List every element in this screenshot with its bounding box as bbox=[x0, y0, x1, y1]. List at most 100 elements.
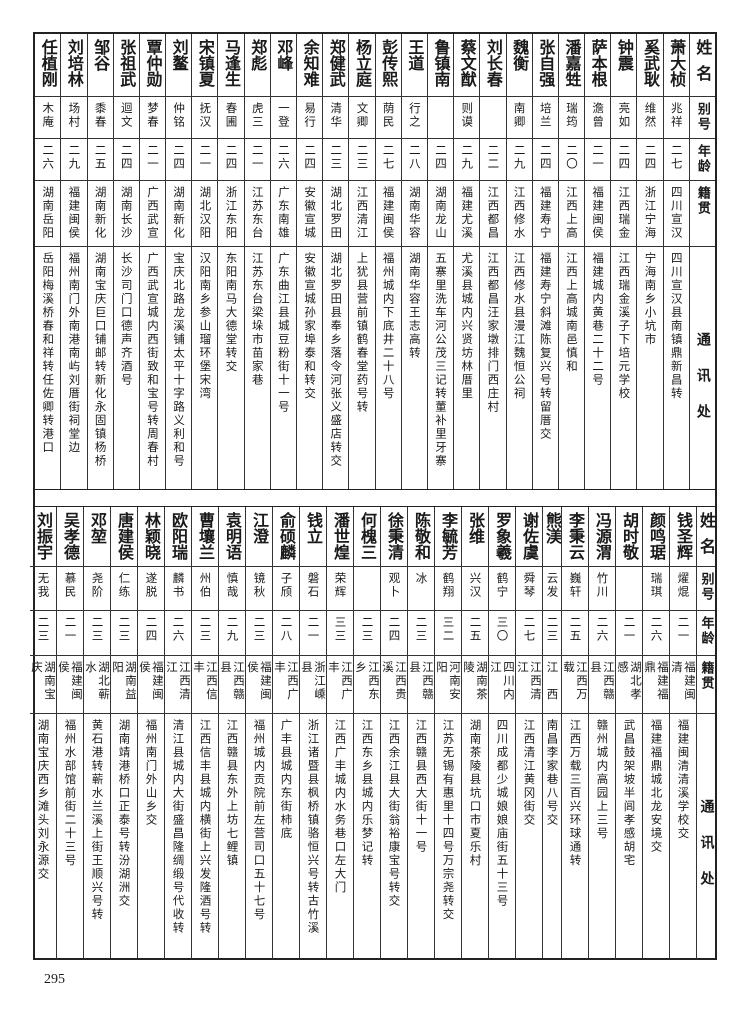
cell-alias: 抚汉 bbox=[192, 97, 218, 139]
cell-name: 欧阳瑞 bbox=[165, 507, 191, 567]
person-address: 南昌李家巷八号交 bbox=[545, 719, 560, 827]
person-record: 潘嘉甡 瑞筠 二〇 江西上高 江西上高城南邑慎和 bbox=[557, 34, 585, 489]
person-age: 二一 bbox=[676, 616, 691, 643]
person-address: 广丰县城内东街柿底 bbox=[279, 719, 294, 841]
cell-alias: 则谟 bbox=[454, 97, 480, 139]
person-address: 江西都昌汪家墩排门西庄村 bbox=[486, 252, 501, 414]
cell-name: 张维 bbox=[462, 507, 488, 567]
person-native: 江西贵溪 bbox=[381, 661, 407, 702]
person-address: 江西修水县漫江魏恒公祠 bbox=[512, 252, 527, 401]
person-address: 黄石港转蕲水兰溪上街王顺兴号转 bbox=[90, 719, 105, 922]
person-address: 福建寿宁斜滩陈复兴号转留厝交 bbox=[538, 252, 553, 441]
cell-alias: 磐石 bbox=[300, 567, 326, 611]
cell-address: 福州城内下底井二十八号 bbox=[376, 247, 401, 489]
person-native: 湖南茶陵 bbox=[462, 661, 488, 702]
person-alias: 镜秋 bbox=[252, 572, 267, 599]
header-label-alias: 别号 bbox=[698, 572, 714, 602]
cell-name: 冯源渭 bbox=[589, 507, 615, 567]
person-record: 张祖武 迴文 二四 湖南长沙 长沙司门口德声齐酒号 bbox=[112, 34, 139, 489]
person-name: 冯源渭 bbox=[593, 512, 612, 560]
person-age: 二三 bbox=[36, 616, 51, 643]
person-age: 三二 bbox=[441, 616, 456, 643]
cell-name: 刘长春 bbox=[480, 34, 506, 97]
cell-native: 安徽宣城 bbox=[297, 181, 323, 247]
cell-address: 福建寿宁斜滩陈复兴号转留厝交 bbox=[533, 247, 558, 489]
person-native: 江西广丰 bbox=[273, 661, 299, 702]
person-address: 东阳南马大德堂转交 bbox=[224, 252, 239, 374]
person-name: 潘嘉甡 bbox=[562, 39, 582, 87]
header-cell-native: 籍贯 bbox=[697, 656, 715, 714]
person-record: 熊渼 云发 二三江 西南昌李家巷八号交 bbox=[542, 507, 561, 959]
cell-age: 二三 bbox=[543, 611, 561, 656]
person-native: 福建闽清 bbox=[670, 661, 696, 702]
header-label-address: 通讯处 bbox=[698, 799, 715, 907]
cell-address: 湖南茶陵县坑口市夏乐村 bbox=[462, 714, 488, 959]
person-alias: 舜琴 bbox=[522, 572, 537, 599]
cell-age: 二三 bbox=[354, 611, 380, 656]
person-age: 二八 bbox=[279, 616, 294, 643]
cell-address: 宁海南乡小坑市 bbox=[637, 247, 662, 489]
person-record: 郑健武 清华 二三 湖北罗田 湖北罗田县奉乡落令河张义盛店转交 bbox=[322, 34, 349, 489]
cell-name: 杨立庭 bbox=[349, 34, 375, 97]
person-alias: 鹤宁 bbox=[495, 572, 510, 599]
cell-address: 江西信丰县城内横街上兴发隆酒号转 bbox=[192, 714, 218, 959]
cell-native: 湖北蕲水 bbox=[84, 656, 110, 714]
person-alias: 一登 bbox=[276, 102, 291, 129]
person-native: 福建福鼎 bbox=[643, 661, 669, 702]
cell-native: 湖南益阳 bbox=[111, 656, 137, 714]
header-label-native: 籍贯 bbox=[694, 186, 710, 216]
person-record: 刘鳌 仲铭 二四 湖南新化 宝庆北路龙溪铺太平十字路义利和号 bbox=[165, 34, 192, 489]
person-age: 二七 bbox=[669, 144, 684, 171]
cell-native: 江西赣县 bbox=[408, 656, 434, 714]
person-age: 二三 bbox=[117, 616, 132, 643]
person-age: 二四 bbox=[538, 144, 553, 171]
cell-address: 江西都昌汪家墩排门西庄村 bbox=[480, 247, 505, 489]
person-alias: 遂脱 bbox=[144, 572, 159, 599]
cell-age: 二一 bbox=[300, 611, 326, 656]
person-record: 唐建侯 仁练 二三 湖南益阳 湖南靖港桥口正泰号转汾湖洲交 bbox=[110, 507, 137, 959]
cell-address: 江西东乡县城内乐梦记转 bbox=[354, 714, 380, 959]
cell-address: 广西武宣城内西街致和宝号转周春村 bbox=[140, 247, 165, 489]
person-native: 福建闽侯 bbox=[138, 661, 164, 702]
cell-native: 江西都昌 bbox=[480, 181, 506, 247]
cell-alias bbox=[480, 97, 506, 139]
person-name: 覃仲勋 bbox=[143, 39, 163, 87]
person-native: 湖南新化 bbox=[172, 186, 187, 240]
cell-name: 钱圣辉 bbox=[670, 507, 696, 567]
person-record: 余知难 易行 二四 安徽宣城 安徽宣城孙家埠泰和转交 bbox=[296, 34, 323, 489]
person-name: 张祖武 bbox=[117, 39, 137, 87]
cell-alias: 一登 bbox=[270, 97, 296, 139]
person-name: 彭传熙 bbox=[379, 39, 399, 87]
cell-name: 颜鸣琚 bbox=[643, 507, 669, 567]
cell-name: 胡时敬 bbox=[616, 507, 642, 567]
cell-address: 福州南门外南港南屿刘厝街祠堂边 bbox=[61, 247, 86, 489]
header-label-name: 姓名 bbox=[697, 512, 715, 564]
person-record: 萧大桢 兆祥 二七 四川宣汉 四川宣汉县南镇鼎新昌转 bbox=[662, 34, 689, 489]
person-address: 五寨里洗车河公茂三记转董补里牙寨 bbox=[434, 252, 449, 468]
header-label-address: 通讯处 bbox=[694, 332, 711, 440]
person-address: 福州南门外山乡交 bbox=[144, 719, 159, 827]
cell-name: 张自强 bbox=[532, 34, 558, 97]
person-record: 刘长春 二二 江西都昌 江西都昌汪家墩排门西庄村 bbox=[479, 34, 506, 489]
person-address: 湖南宝庆巨口铺邮转新化永固镇杨桥 bbox=[93, 252, 108, 468]
person-record: 郑彪 虎三 二一 江苏东台 江苏东台梁垛市苗家巷 bbox=[243, 34, 270, 489]
person-native: 湖南宝庆 bbox=[30, 661, 56, 702]
person-alias: 荫民 bbox=[381, 102, 396, 129]
person-address: 湖北罗田县奉乡落令河张义盛店转交 bbox=[329, 252, 344, 468]
person-name: 胡时敬 bbox=[620, 512, 639, 560]
cell-age: 二六 bbox=[643, 611, 669, 656]
person-age: 二九 bbox=[512, 144, 527, 171]
person-record: 杨立庭 文卿 二三 江西清江 上犹县营前镇鹤春堂药号转 bbox=[348, 34, 375, 489]
person-native: 江西修水 bbox=[512, 186, 527, 240]
person-record: 钱立 磐石 二一 浙江嵊县 浙江诸暨县枫桥镇骆恒兴号转古竹溪 bbox=[299, 507, 326, 959]
cell-alias bbox=[354, 567, 380, 611]
person-age: 二五 bbox=[568, 616, 583, 643]
person-record: 任植刚 木庵 二六 湖南岳阳 岳阳梅溪桥春和祥转任佐卿转港口 bbox=[35, 34, 61, 489]
person-alias: 文卿 bbox=[355, 102, 370, 129]
person-name: 邓堃 bbox=[88, 512, 107, 544]
person-native: 福建闽侯 bbox=[591, 186, 606, 240]
person-alias: 抚汉 bbox=[198, 102, 213, 129]
person-alias: 虎三 bbox=[250, 102, 265, 129]
person-native: 广东南雄 bbox=[276, 186, 291, 240]
cell-name: 谢佐虞 bbox=[516, 507, 542, 567]
